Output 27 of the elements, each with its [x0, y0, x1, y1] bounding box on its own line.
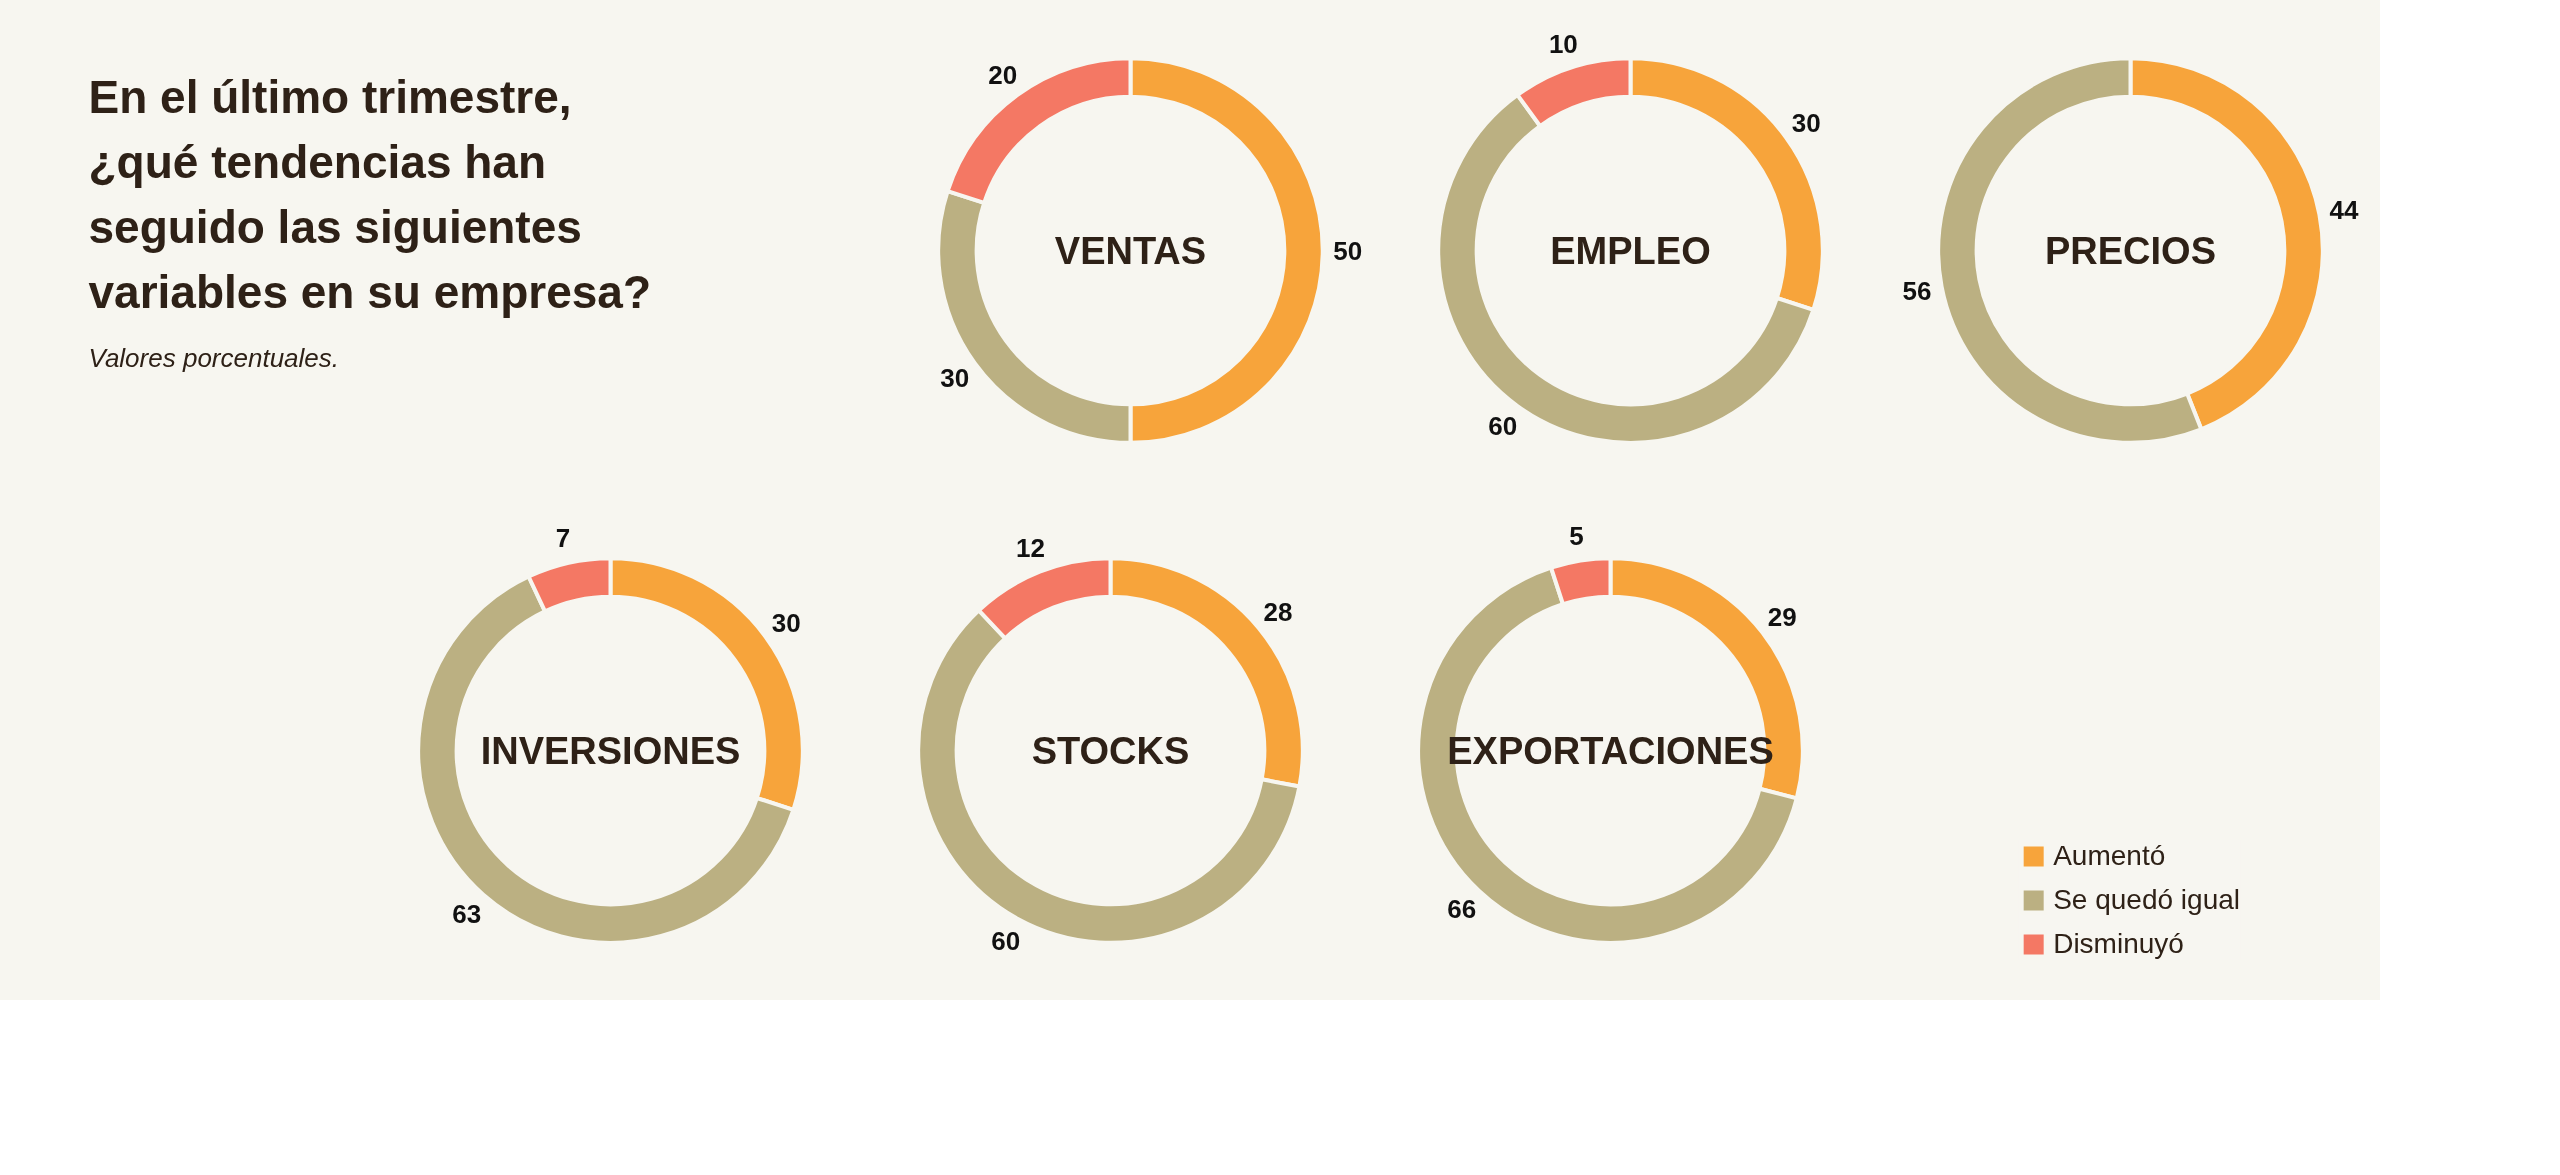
text: PRECIOS	[2044, 229, 2217, 272]
data-label: 44	[2329, 194, 2359, 225]
text: VENTAS	[1054, 229, 1207, 272]
data-label: 10	[1548, 28, 1578, 59]
data-label: 29	[1767, 602, 1797, 633]
text: INVERSIONES	[480, 729, 741, 772]
text: EMPLEO	[1550, 229, 1711, 272]
data-label: 66	[1447, 893, 1477, 924]
data-label: 30	[940, 363, 970, 394]
data-label: 5	[1569, 520, 1584, 551]
data-label: 12	[1016, 533, 1045, 564]
text: Valores porcentuales.	[88, 342, 340, 373]
legend-label: Disminuyó	[2053, 928, 2184, 960]
data-label: 63	[452, 898, 482, 929]
data-label: 60	[1488, 411, 1518, 442]
text: En el último trimestre, ¿qué tendencias han seguido las siguientes variables en su empresa?	[88, 70, 652, 318]
legend-label: Se quedó igual	[2053, 884, 2240, 916]
legend-label: Aumentó	[2053, 840, 2166, 872]
data-label: 56	[1902, 276, 1932, 307]
data-label: 20	[988, 59, 1018, 90]
data-label: 30	[1791, 107, 1821, 138]
text: STOCKS	[1031, 729, 1190, 772]
data-label: 60	[991, 925, 1021, 956]
data-label: 30	[771, 607, 801, 638]
data-label: 50	[1333, 235, 1363, 266]
data-label: 7	[555, 523, 571, 554]
data-label: 28	[1263, 596, 1293, 627]
